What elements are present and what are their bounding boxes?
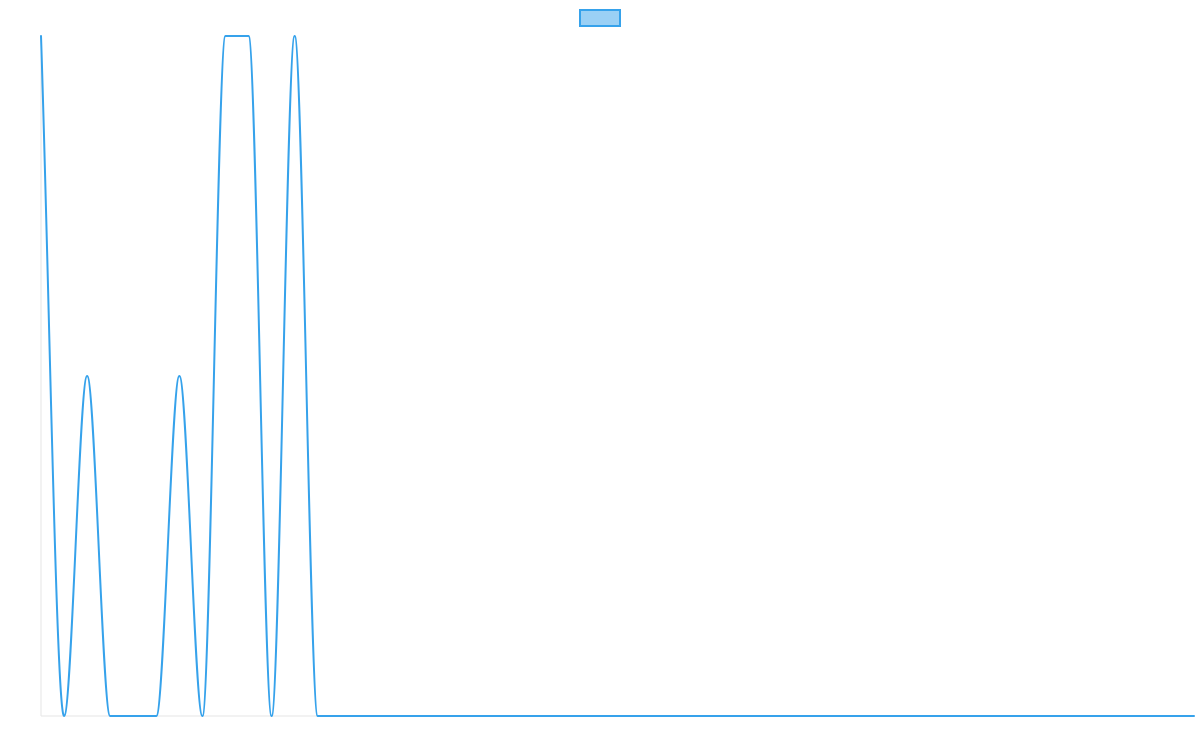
series-line-0[interactable] — [40, 35, 1195, 717]
series-layer — [40, 35, 1195, 717]
legend-swatch-0[interactable] — [579, 9, 621, 27]
legend[interactable] — [579, 9, 621, 27]
